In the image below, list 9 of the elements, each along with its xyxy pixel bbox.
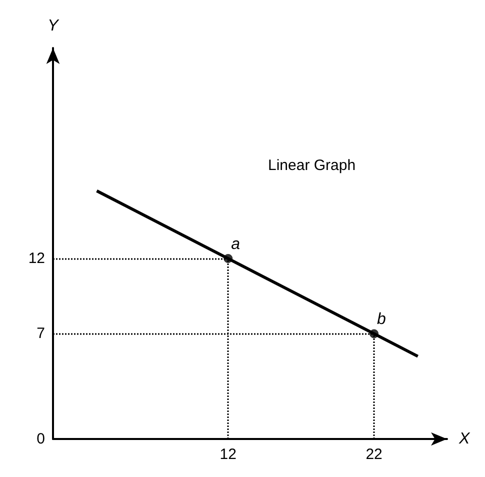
annotation: a bbox=[231, 236, 240, 254]
annotation: b bbox=[377, 311, 386, 328]
y-axis-title: Y bbox=[48, 18, 60, 34]
text: Linear Graph bbox=[268, 157, 356, 174]
y-tick-label: 12 bbox=[28, 250, 45, 268]
x-tick-label: 22 bbox=[366, 446, 382, 463]
x-axis-title: X bbox=[458, 430, 471, 448]
y-tick-label: 7 bbox=[36, 325, 45, 342]
y-tick-label: 0 bbox=[36, 430, 45, 448]
